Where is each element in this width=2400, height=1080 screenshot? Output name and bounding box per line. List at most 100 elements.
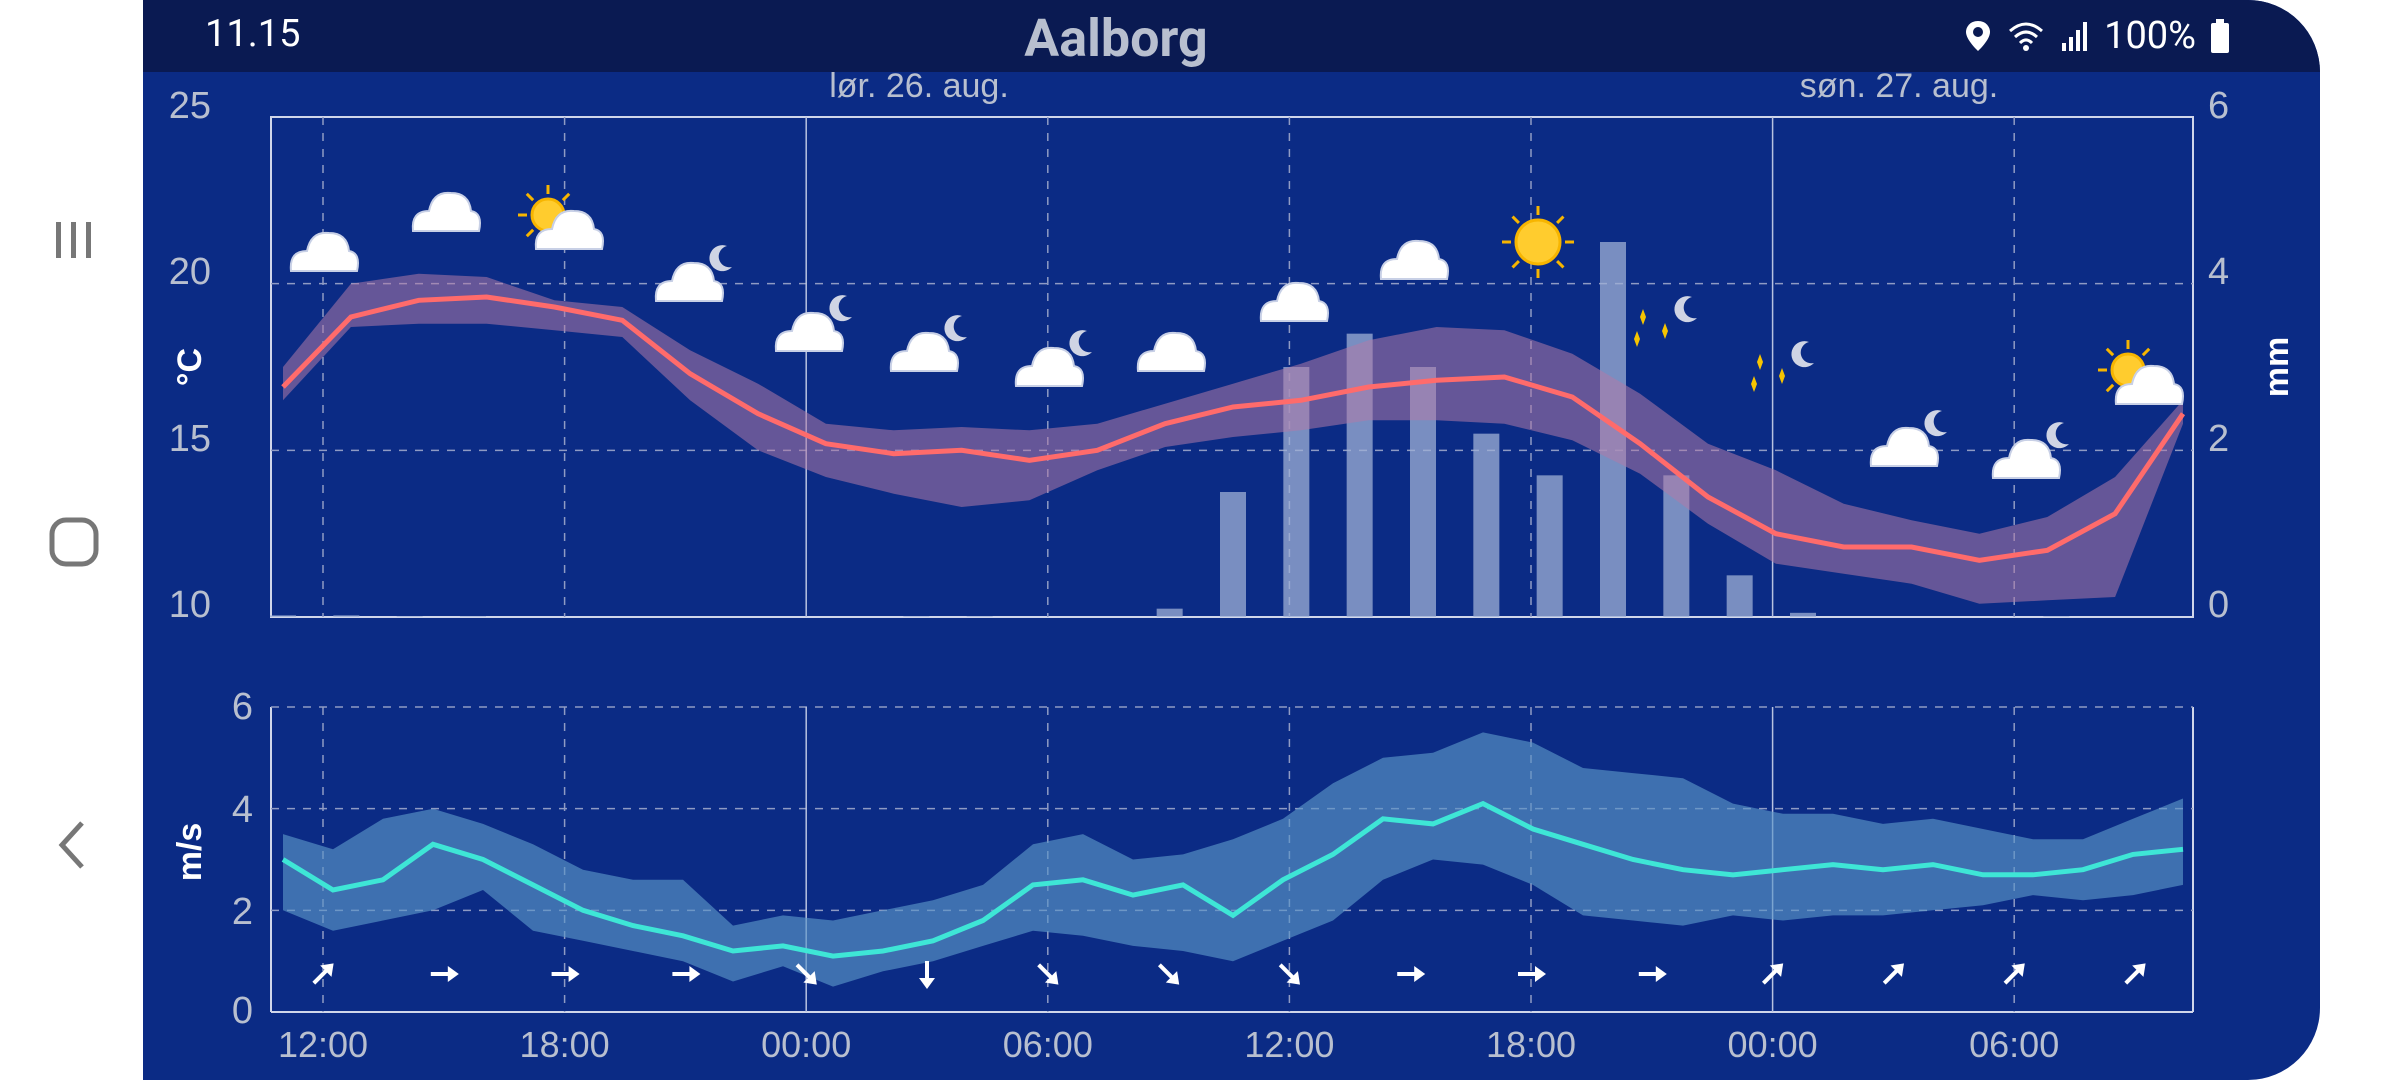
date-label-sunday: søn. 27. aug. xyxy=(1800,72,1998,105)
star-shape xyxy=(1634,331,1640,347)
wind-arrow-icon xyxy=(1761,963,1784,985)
cloud-shape xyxy=(1136,331,1206,372)
moon-shape xyxy=(1674,296,1697,323)
precip-bar xyxy=(1220,492,1246,617)
wind-arrow-head xyxy=(2132,963,2146,977)
star-shape xyxy=(1640,309,1646,325)
y-axis-label: m/s xyxy=(171,823,209,882)
cloud-shape xyxy=(1869,426,1939,467)
wifi-icon xyxy=(2009,22,2044,51)
date-label-saturday: lør. 26. aug. xyxy=(829,72,1009,105)
home-icon[interactable] xyxy=(34,502,114,582)
wind-arrow-head xyxy=(1890,963,1905,977)
precip-bar xyxy=(1790,612,1816,617)
precip-bar xyxy=(270,615,296,617)
cloud-moon-icon xyxy=(889,315,967,372)
y-tick-right: 4 xyxy=(2208,251,2229,293)
y-tick: 4 xyxy=(232,789,253,831)
wind-arrow-icon xyxy=(672,966,701,982)
back-icon[interactable] xyxy=(34,805,114,885)
temperature-line xyxy=(281,294,2186,563)
wind-arrow-head xyxy=(1414,966,1426,982)
cloud-shape xyxy=(289,231,359,272)
moon-shape xyxy=(1791,341,1814,368)
wind-arrow-head xyxy=(689,966,701,982)
cloud-moon-icon xyxy=(654,245,732,302)
sun-ray xyxy=(2105,383,2115,393)
y-tick-left: 20 xyxy=(169,251,211,293)
wind-chart: 6 4 2 0 m/s 12:00 18:00 00:00 06:00 12:00 18:… xyxy=(171,686,2194,1065)
partly-sun-icon xyxy=(2098,340,2184,405)
location-title[interactable]: Aalborg xyxy=(1024,8,1208,69)
wind-arrow-head xyxy=(447,966,459,982)
battery-icon xyxy=(2211,19,2229,53)
wind-line xyxy=(281,800,2184,959)
precip-bar xyxy=(1726,575,1753,617)
cloud-moon-icon xyxy=(1869,410,1947,467)
wind-arrow-icon xyxy=(551,966,580,982)
partly-sun-icon xyxy=(518,185,604,250)
status-time: 11.15 xyxy=(205,12,301,56)
wind-arrow-head xyxy=(320,963,334,977)
sun-ray xyxy=(2105,347,2115,357)
precip-bar xyxy=(1536,475,1563,617)
wind-arrow-icon xyxy=(2003,963,2025,985)
y-tick: 6 xyxy=(232,686,253,728)
wind-arrow-head xyxy=(803,971,817,985)
cloud-icon xyxy=(1379,239,1449,280)
star-shape xyxy=(1662,323,1668,339)
x-tick-label: 00:00 xyxy=(1728,1024,1818,1065)
y-tick-left: 10 xyxy=(169,584,211,626)
cloud-moon-icon xyxy=(1014,330,1092,387)
moon-shape xyxy=(1924,410,1947,437)
x-tick-label: 00:00 xyxy=(761,1024,851,1065)
cloud-shape xyxy=(1991,438,2061,479)
y-axis-label-right: mm xyxy=(2258,337,2296,397)
stars-moon-icon xyxy=(1634,296,1697,347)
moon-shape xyxy=(1069,330,1092,357)
star-shape xyxy=(1779,368,1785,384)
recent-apps-icon[interactable] xyxy=(34,200,114,280)
star-shape xyxy=(1757,354,1763,370)
precip-bar xyxy=(396,616,423,617)
stars-moon-icon xyxy=(1751,341,1814,392)
status-icons: 100% xyxy=(1964,14,2230,58)
moon-shape xyxy=(709,245,732,272)
app-screen: 11.15 Aalborg 100% xyxy=(143,0,2320,1080)
wind-arrow-icon xyxy=(1882,963,1905,985)
x-tick-label: 06:00 xyxy=(1003,1024,1093,1065)
y-tick: 2 xyxy=(232,891,253,933)
cloud-shape xyxy=(1014,346,1084,387)
wind-arrow-icon xyxy=(795,963,817,985)
precip-bar xyxy=(903,616,930,617)
cloud-shape xyxy=(2114,364,2184,405)
sun-ray xyxy=(1556,215,1565,224)
temperature-band xyxy=(283,273,2183,604)
weather-icons xyxy=(289,185,2184,479)
temperature-precipitation-chart: lør. 26. aug. søn. 27. aug. 25 20 15 10 … xyxy=(169,72,2296,626)
x-tick-label: 18:00 xyxy=(520,1024,610,1065)
precip-bar xyxy=(966,616,993,617)
moon-shape xyxy=(944,315,967,342)
sun-ray xyxy=(525,228,535,238)
y-tick-left: 25 xyxy=(169,85,211,127)
wind-arrow-icon xyxy=(1518,966,1546,982)
sun-ray xyxy=(561,192,571,202)
wind-arrow-icon xyxy=(1157,963,1180,985)
wind-arrow-icon xyxy=(2124,963,2146,985)
y-tick-right: 0 xyxy=(2208,584,2229,626)
status-bar: 11.15 Aalborg 100% xyxy=(143,0,2320,72)
wind-arrow-head xyxy=(1535,966,1546,982)
location-icon xyxy=(1966,21,1991,51)
cloud-shape xyxy=(654,261,724,302)
wind-arrow-head xyxy=(1769,963,1784,977)
precip-bar xyxy=(1156,608,1183,617)
wind-direction-arrows xyxy=(312,961,2146,989)
wind-arrow-head xyxy=(568,966,580,982)
cloud-icon xyxy=(1259,281,1329,322)
cloud-shape xyxy=(1259,281,1329,322)
forecast-charts: lør. 26. aug. søn. 27. aug. 25 20 15 10 … xyxy=(169,72,2296,1065)
navigation-bar xyxy=(0,0,143,1080)
precip-bar xyxy=(460,616,486,617)
wind-arrow-icon xyxy=(1638,966,1667,982)
